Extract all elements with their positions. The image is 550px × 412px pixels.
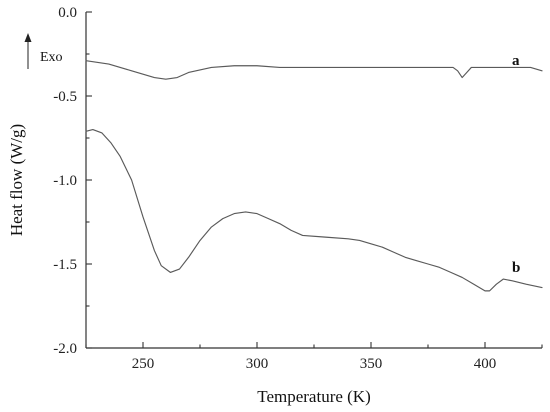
ticks-layer: 250 300 350 400 0.0 -0.5 -1.0 -1.5 -2.0: [53, 5, 543, 372]
series-a-label: a: [512, 53, 520, 69]
y-tick-label-1: -0.5: [53, 89, 77, 105]
x-tick-label-300: 300: [246, 356, 269, 372]
x-tick-label-250: 250: [132, 356, 155, 372]
x-tick-label-350: 350: [360, 356, 383, 372]
axes-layer: [85, 12, 542, 349]
series-layer: [85, 60, 543, 292]
series-a-line: [85, 60, 543, 80]
y-tick-label-4: -2.0: [53, 341, 77, 357]
annotations-layer: Exo a b: [24, 33, 520, 276]
y-tick-label-3: -1.5: [53, 257, 77, 273]
x-axis-title: Temperature (K): [257, 387, 371, 406]
x-tick-label-400: 400: [474, 356, 497, 372]
series-b-label: b: [512, 260, 520, 276]
y-tick-label-0: 0.0: [58, 5, 77, 21]
y-axis-title: Heat flow (W/g): [7, 124, 26, 236]
y-tick-label-2: -1.0: [53, 173, 77, 189]
exo-label: Exo: [40, 50, 63, 65]
series-b-line: [85, 129, 543, 292]
exo-arrow-head-icon: [24, 33, 32, 42]
